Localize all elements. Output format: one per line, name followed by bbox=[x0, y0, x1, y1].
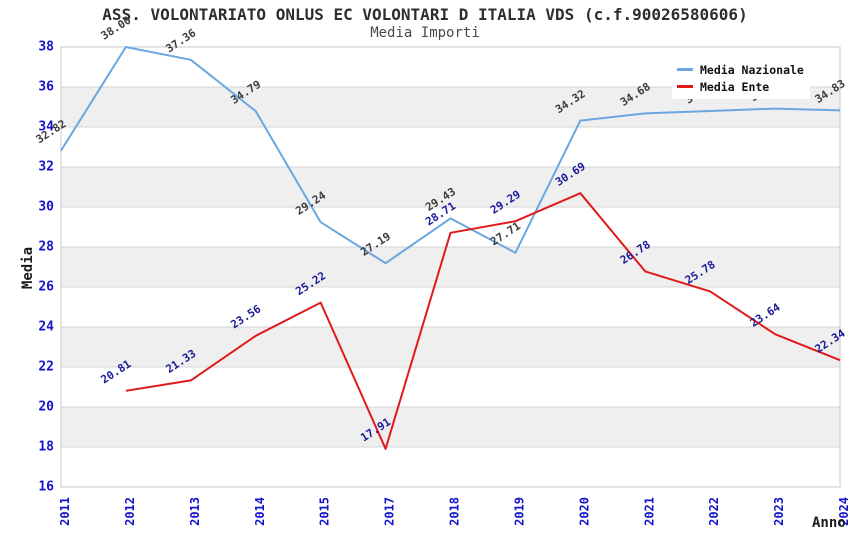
chart-title: ASS. VOLONTARIATO ONLUS EC VOLONTARI D I… bbox=[102, 5, 748, 24]
legend-item-media-nazionale: Media Nazionale bbox=[677, 61, 810, 78]
value-label: 37.36 bbox=[163, 26, 198, 55]
x-tick-label: 2012 bbox=[123, 497, 137, 526]
x-axis-title: Anno bbox=[812, 515, 846, 531]
x-tick-label: 2015 bbox=[318, 497, 332, 526]
y-tick-label: 16 bbox=[38, 480, 54, 495]
stripe-band bbox=[61, 327, 840, 367]
media-nazionale-line-swatch-icon bbox=[677, 68, 693, 71]
y-tick-label: 24 bbox=[38, 320, 54, 335]
x-tick-label: 2013 bbox=[188, 497, 202, 526]
x-tick-label: 2020 bbox=[577, 497, 591, 526]
y-tick-label: 38 bbox=[38, 40, 54, 55]
stripe-band bbox=[61, 407, 840, 447]
y-tick-label: 22 bbox=[38, 360, 54, 375]
series-line-media-nazionale bbox=[60, 46, 841, 265]
stripe-band bbox=[61, 167, 840, 207]
y-tick-label: 28 bbox=[38, 240, 54, 255]
x-tick-label: 2022 bbox=[707, 497, 721, 526]
x-tick-label: 2023 bbox=[772, 497, 786, 526]
value-label: 38.00 bbox=[99, 14, 134, 43]
x-tick-label: 2019 bbox=[512, 497, 526, 526]
x-tick-label: 2014 bbox=[253, 497, 267, 526]
series-line-media-ente bbox=[125, 192, 841, 450]
y-tick-label: 36 bbox=[38, 80, 54, 95]
x-tick-label: 2018 bbox=[448, 497, 462, 526]
legend-item-media-ente: Media Ente bbox=[677, 78, 810, 95]
y-tick-label: 30 bbox=[38, 200, 54, 215]
x-tick-label: 2017 bbox=[383, 497, 397, 526]
x-tick-label: 2021 bbox=[642, 497, 656, 526]
y-tick-label: 20 bbox=[38, 400, 54, 415]
plot-border bbox=[60, 46, 841, 488]
y-tick-label: 32 bbox=[38, 160, 54, 175]
x-tick-label: 2011 bbox=[58, 497, 72, 526]
media-ente-line-swatch-icon bbox=[677, 85, 693, 88]
y-axis-title: Media bbox=[20, 246, 36, 290]
y-tick-label: 26 bbox=[38, 280, 54, 295]
legend: Media Nazionale Media Ente bbox=[672, 57, 810, 99]
y-tick-label: 34 bbox=[38, 120, 54, 135]
value-label: 23.64 bbox=[748, 301, 783, 330]
legend-label: Media Nazionale bbox=[700, 62, 804, 77]
legend-label: Media Ente bbox=[700, 79, 770, 94]
y-tick-label: 18 bbox=[38, 440, 54, 455]
chart-subtitle: Media Importi bbox=[370, 25, 480, 41]
x-tick-label: 2024 bbox=[837, 497, 850, 526]
stripe-band bbox=[61, 247, 840, 287]
